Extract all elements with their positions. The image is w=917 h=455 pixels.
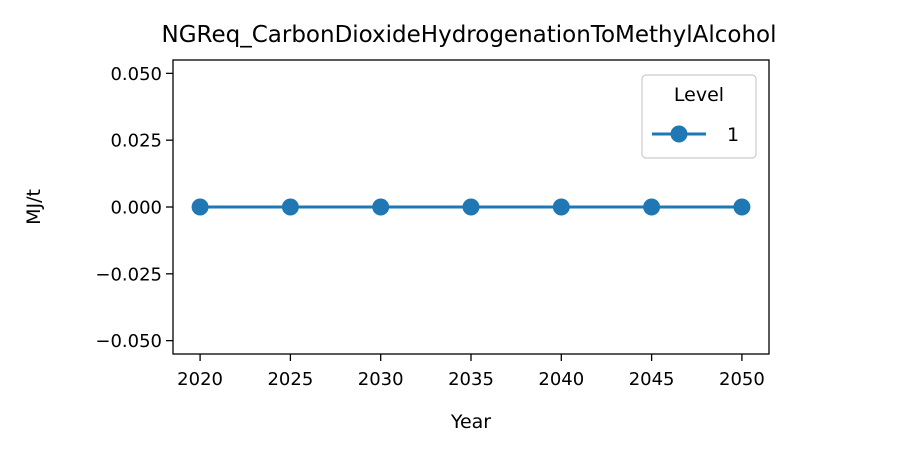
data-point xyxy=(372,198,390,216)
data-point xyxy=(552,198,570,216)
legend-marker-swatch xyxy=(670,125,688,143)
chart-title: NGReq_CarbonDioxideHydrogenationToMethyl… xyxy=(162,22,777,48)
legend-title: Level xyxy=(674,84,724,106)
x-tick-label: 2045 xyxy=(629,369,675,390)
y-axis: 0.050 0.025 0.000 −0.025 −0.050 xyxy=(95,64,173,352)
y-tick-label: 0.050 xyxy=(110,64,162,85)
x-tick-label: 2030 xyxy=(358,369,404,390)
x-tick-label: 2025 xyxy=(267,369,313,390)
data-point xyxy=(733,198,751,216)
x-tick-label: 2040 xyxy=(538,369,584,390)
x-tick-label: 2050 xyxy=(719,369,765,390)
y-axis-label: MJ/t xyxy=(23,189,45,225)
data-point xyxy=(191,198,209,216)
data-point xyxy=(281,198,299,216)
x-tick-label: 2020 xyxy=(177,369,223,390)
x-axis: 2020 2025 2030 2035 2040 2045 2050 xyxy=(177,354,765,390)
y-tick-label: 0.000 xyxy=(110,198,162,219)
y-tick-label: −0.025 xyxy=(95,264,162,285)
data-point xyxy=(462,198,480,216)
legend-series-label: 1 xyxy=(727,124,739,146)
data-point xyxy=(643,198,661,216)
y-tick-label: 0.025 xyxy=(110,131,162,152)
series-layer xyxy=(191,198,751,216)
y-tick-label: −0.050 xyxy=(95,331,162,352)
x-axis-label: Year xyxy=(450,411,491,433)
legend: Level 1 xyxy=(641,74,757,159)
x-tick-label: 2035 xyxy=(448,369,494,390)
legend-box xyxy=(641,74,757,159)
